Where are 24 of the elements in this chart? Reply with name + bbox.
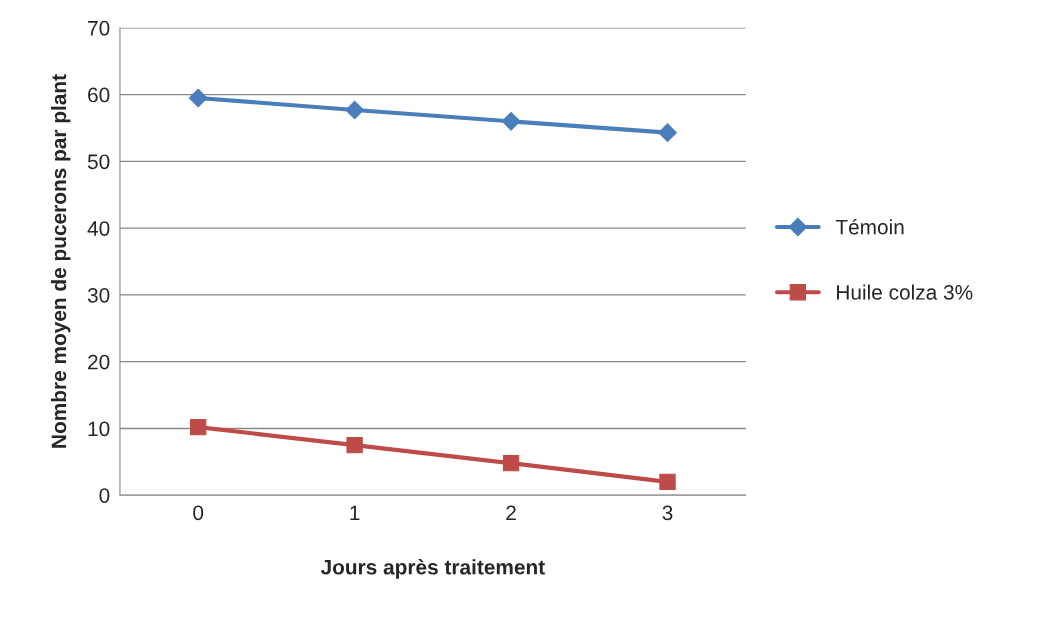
y-axis-title: Nombre moyen de pucerons par plant xyxy=(50,74,71,448)
y-tick-label: 30 xyxy=(87,287,110,303)
y-tick-label: 60 xyxy=(88,87,110,103)
y-tick-label: 10 xyxy=(88,421,110,437)
x-tick-label: 1 xyxy=(350,505,360,521)
y-tick-label: 40 xyxy=(87,221,110,236)
point xyxy=(658,123,677,143)
point xyxy=(190,418,207,436)
point xyxy=(502,455,520,472)
y-tick-label: 20 xyxy=(88,354,110,370)
y-tick-label: 70 xyxy=(88,20,110,36)
x-axis-title: Jours après traitement xyxy=(320,559,545,579)
point xyxy=(188,88,208,108)
point xyxy=(345,100,364,120)
legend-label: Huile colza 3% xyxy=(837,284,973,300)
x-tick-label: 2 xyxy=(506,505,516,521)
y-tick-label: 0 xyxy=(99,488,110,503)
point xyxy=(346,436,363,454)
point xyxy=(501,111,521,131)
y-tick-label: 50 xyxy=(87,154,110,170)
point xyxy=(659,473,676,491)
x-tick-label: 0 xyxy=(193,505,204,521)
legend-label: Témoin xyxy=(835,218,904,235)
x-tick-label: 3 xyxy=(662,505,673,521)
